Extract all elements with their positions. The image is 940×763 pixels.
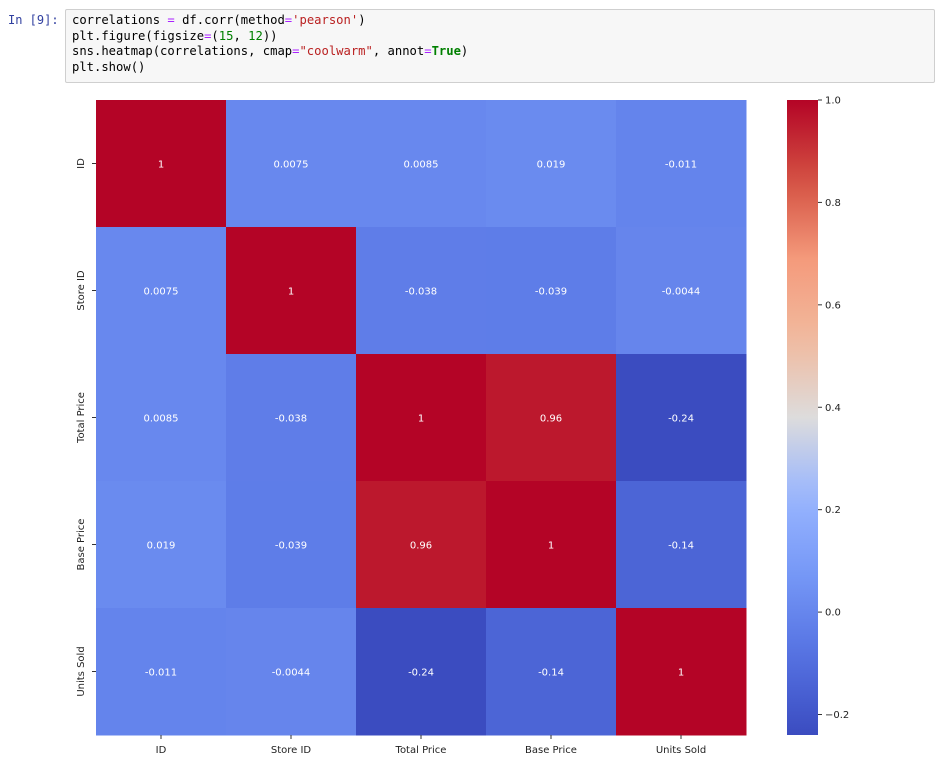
colorbar-tick-label: 0.8 xyxy=(825,198,841,209)
heatmap-cell xyxy=(226,100,357,228)
cell-annotation: -0.14 xyxy=(538,668,564,679)
code-token: df.corr(method xyxy=(174,13,285,27)
x-tick-label: Store ID xyxy=(271,745,312,756)
cell-annotation: -0.011 xyxy=(145,668,177,679)
code-token: ) xyxy=(460,44,469,59)
code-lines: correlations = df.corr(method='pearson')… xyxy=(72,13,928,75)
cell-annotation: 1 xyxy=(158,160,164,171)
heatmap-cell xyxy=(96,354,227,482)
code-line: sns.heatmap(correlations, cmap="coolwarm… xyxy=(72,44,928,60)
code-token: = xyxy=(204,28,212,43)
code-token: = xyxy=(292,44,300,59)
colorbar-tick-label: 0.6 xyxy=(825,300,841,311)
y-tick-label: ID xyxy=(76,158,87,169)
heatmap-cell xyxy=(616,354,747,482)
heatmap-cell xyxy=(96,227,227,355)
code-line: correlations = df.corr(method='pearson') xyxy=(72,13,928,29)
heatmap-cell xyxy=(226,481,357,609)
heatmap-cell xyxy=(356,100,487,228)
colorbar-tick-label: −0.2 xyxy=(825,710,849,721)
heatmap-cell xyxy=(96,481,227,609)
code-token: "coolwarm" xyxy=(299,44,373,59)
cell-annotation: -0.24 xyxy=(408,668,434,679)
heatmap-cell xyxy=(96,100,227,228)
cell-annotation: 1 xyxy=(418,414,424,425)
code-token: plt.show() xyxy=(72,59,146,74)
x-tick-label: ID xyxy=(156,745,167,756)
cell-prompt: In [9]: xyxy=(8,13,59,27)
y-tick-label: Base Price xyxy=(76,519,87,571)
code-cell-editor[interactable]: correlations = df.corr(method='pearson')… xyxy=(65,9,935,83)
x-tick-label: Base Price xyxy=(525,745,577,756)
code-line: plt.figure(figsize=(15, 12)) xyxy=(72,29,928,45)
code-token: True xyxy=(431,44,461,59)
code-token: , annot xyxy=(372,44,425,59)
heatmap-cell xyxy=(356,481,487,609)
colorbar-tick-label: 1.0 xyxy=(825,96,841,107)
cell-annotation: -0.14 xyxy=(668,541,694,552)
colorbar-tick-label: 0.0 xyxy=(825,608,841,619)
code-token: = xyxy=(167,13,175,27)
heatmap-figure: 1 0.0075 0.0085 0.019 -0.011 0.0075 1 -0.038 -0.… xyxy=(76,96,849,757)
heatmap-cell xyxy=(356,354,487,482)
code-token: , xyxy=(233,28,249,43)
y-tick-label: Total Price xyxy=(76,392,87,444)
code-token: 15 xyxy=(218,28,234,43)
heatmap-cell xyxy=(356,227,487,355)
code-token: 12 xyxy=(248,28,263,43)
heatmap-cell xyxy=(486,227,617,355)
heatmap-cell xyxy=(356,608,487,736)
code-token: ( xyxy=(211,28,219,43)
cell-annotation: 1 xyxy=(678,668,684,679)
cell-annotation: 1 xyxy=(548,541,554,552)
cell-annotation: -0.0044 xyxy=(272,668,311,679)
cell-annotation: 0.0075 xyxy=(144,287,179,298)
heatmap-cell xyxy=(226,354,357,482)
code-token: = xyxy=(284,13,293,27)
heatmap-cell xyxy=(226,608,357,736)
code-token: = xyxy=(424,44,432,59)
cell-annotation: 0.019 xyxy=(537,160,566,171)
cell-annotation: 0.019 xyxy=(147,541,176,552)
heatmap-cell xyxy=(616,100,747,228)
heatmap-cell xyxy=(226,227,357,355)
heatmap-cell xyxy=(616,608,747,736)
cell-output: 1 0.0075 0.0085 0.019 -0.011 0.0075 1 -0.038 -0.… xyxy=(65,90,940,763)
cell-annotation: 0.0085 xyxy=(404,160,439,171)
heatmap-cells xyxy=(96,100,747,736)
colorbar-tick-label: 0.4 xyxy=(825,403,841,414)
heatmap-cell xyxy=(96,608,227,736)
cell-annotation: -0.038 xyxy=(405,287,437,298)
cell-annotation: 1 xyxy=(288,287,294,298)
colorbar xyxy=(787,100,818,735)
heatmap-cell xyxy=(616,227,747,355)
cell-annotation: 0.96 xyxy=(410,541,432,552)
x-tick-label: Total Price xyxy=(395,745,447,756)
code-token: 'pearson' xyxy=(292,13,359,27)
cell-annotation: -0.24 xyxy=(668,414,694,425)
code-token: ) xyxy=(358,13,366,27)
cell-annotation: 0.96 xyxy=(540,414,562,425)
heatmap-cell xyxy=(486,100,617,228)
heatmap-cell xyxy=(486,354,617,482)
y-tick-label: Units Sold xyxy=(76,646,87,696)
cell-annotation: -0.039 xyxy=(535,287,567,298)
cell-annotation: -0.0044 xyxy=(662,287,701,298)
code-token: correlations xyxy=(72,13,168,27)
colorbar-tick-label: 0.2 xyxy=(825,505,841,516)
cell-annotation: -0.011 xyxy=(665,160,697,171)
heatmap-cell xyxy=(486,608,617,736)
code-token: plt.figure(figsize xyxy=(72,28,205,43)
y-tick-label: Store ID xyxy=(76,270,87,311)
cell-annotation: 0.0085 xyxy=(144,414,179,425)
x-tick-label: Units Sold xyxy=(656,745,706,756)
cell-annotation: 0.0075 xyxy=(274,160,309,171)
cell-annotation: -0.039 xyxy=(275,541,307,552)
code-token: sns.heatmap(correlations, cmap xyxy=(72,44,293,59)
cell-annotation: -0.038 xyxy=(275,414,307,425)
heatmap-cell xyxy=(616,481,747,609)
code-line: plt.show() xyxy=(72,60,928,76)
code-token: )) xyxy=(262,28,278,43)
heatmap-cell xyxy=(486,481,617,609)
